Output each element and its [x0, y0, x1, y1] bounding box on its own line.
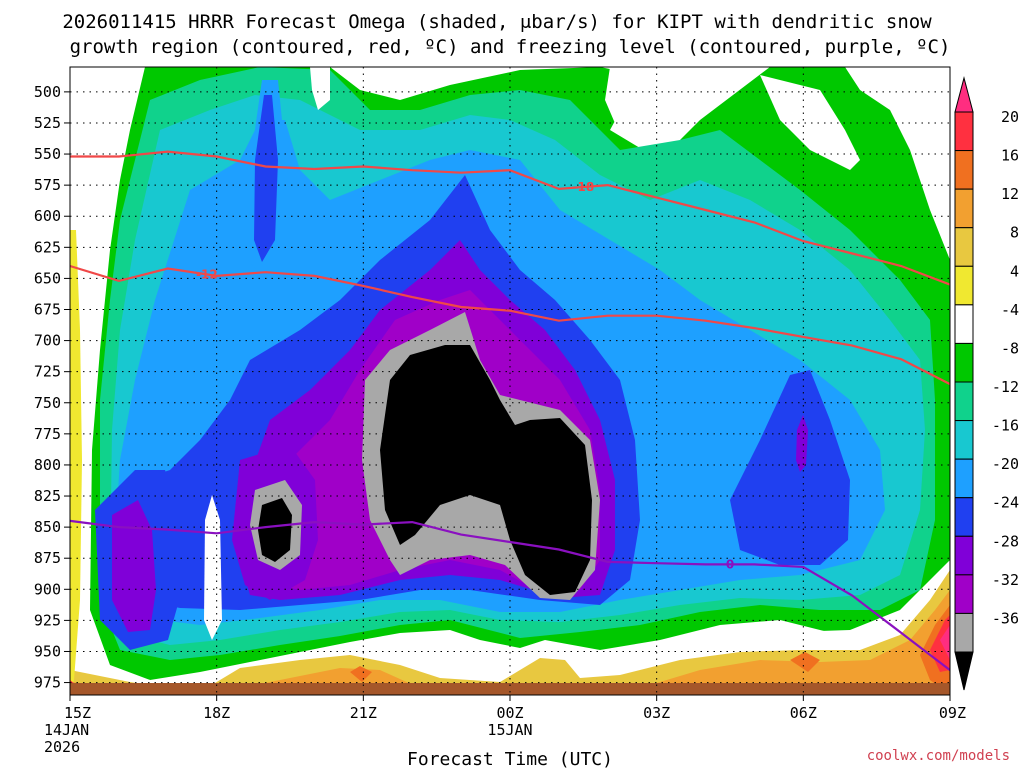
y-tick-label: 700 — [34, 332, 61, 350]
contour-label: -18 — [572, 180, 594, 194]
terrain-ground-band — [70, 683, 950, 695]
shade-black-19z — [258, 498, 292, 562]
y-tick-label: 725 — [34, 363, 61, 381]
y-tick-label: 775 — [34, 425, 61, 443]
y-tick-label: 650 — [34, 269, 61, 287]
colorbar-segment — [954, 111, 974, 152]
contour-line-minus18 — [70, 150, 950, 286]
y-tick-label: 800 — [34, 456, 61, 474]
shade-deepblue-19z — [254, 95, 278, 262]
y-tick-label: 750 — [34, 394, 61, 412]
contour-label: 0 — [726, 557, 734, 571]
colorbar-top-triangle — [954, 76, 974, 113]
shade-white-aloft-1 — [605, 67, 660, 140]
x-tick-label: 21Z — [350, 704, 377, 722]
shade-purple-06z — [796, 415, 808, 472]
y-tick-label: 950 — [34, 642, 61, 660]
colorbar-tick-label: -28 — [992, 532, 1019, 550]
shade-yellow-low — [70, 570, 950, 695]
dotted-gridlines — [70, 67, 950, 695]
colorbar-tick-label: -16 — [992, 417, 1019, 435]
colorbar-segment — [954, 420, 974, 460]
y-tick-label: 875 — [34, 549, 61, 567]
colorbar-segment — [954, 227, 974, 267]
colorbar-segment — [954, 265, 974, 306]
colorbar-tick-label: 4 — [1010, 262, 1019, 280]
shade-white-18z — [204, 495, 222, 640]
shade-black — [380, 345, 592, 595]
y-tick-label: 675 — [34, 300, 61, 318]
y-tick-label: 575 — [34, 176, 61, 194]
y-tick-label: 600 — [34, 207, 61, 225]
shade-white-aloft-3 — [310, 67, 330, 110]
plot-area: -18 -12 0 — [70, 67, 950, 695]
y-tick-label: 625 — [34, 238, 61, 256]
colorbar-tick-label: -12 — [992, 378, 1019, 396]
colorbar-segment — [954, 497, 974, 537]
colorbar-segment — [954, 574, 974, 614]
shade-white-aloft-2 — [760, 75, 860, 170]
x-axis-label: Forecast Time (UTC) — [407, 749, 613, 768]
colorbar-segment — [954, 381, 974, 422]
colorbar-tick-label: 16 — [1001, 147, 1019, 165]
shade-orange-low — [70, 590, 950, 695]
x-tick-label: 03Z — [643, 704, 670, 722]
x-tick-year: 2026 — [44, 738, 80, 756]
credit-text[interactable]: coolwx.com/models — [867, 748, 1010, 764]
colorbar-segment — [954, 612, 974, 653]
colorbar-bottom-triangle — [954, 651, 974, 691]
colorbar-tick-label: -8 — [1001, 339, 1019, 357]
contour-line-minus12 — [70, 264, 950, 386]
colorbar-tick-label: -32 — [992, 571, 1019, 589]
contour-line-0 — [70, 519, 950, 671]
pressure-axis: 500 525 550 575 600 625 650 675 700 725 750 775 800 8… — [34, 83, 70, 692]
x-tick-label: 18Z — [203, 704, 230, 722]
colorbar-segment — [954, 458, 974, 499]
shade-yellow-left — [70, 230, 82, 690]
colorbar-tick-label: 8 — [1010, 224, 1019, 242]
y-tick-label: 900 — [34, 580, 61, 598]
colorbar-tick-label: 12 — [1001, 185, 1019, 203]
y-tick-label: 850 — [34, 518, 61, 536]
x-tick-label: 09Z — [939, 704, 966, 722]
y-tick-label: 500 — [34, 83, 61, 101]
y-tick-label: 525 — [34, 114, 61, 132]
contour-label: -12 — [196, 267, 218, 281]
x-tick-date: 15JAN — [487, 721, 532, 739]
y-tick-label: 925 — [34, 611, 61, 629]
shade-deepblue-06z — [730, 370, 850, 565]
y-tick-label: 975 — [34, 674, 61, 692]
temperature-contours: -18 -12 0 — [70, 150, 950, 671]
chart-title-line-2: growth region (contoured, red, ºC) and f… — [70, 36, 951, 58]
colorbar-segment — [954, 535, 974, 576]
colorbar-tick-label: -20 — [992, 455, 1019, 473]
colorbar-tick-label: -36 — [992, 609, 1019, 627]
colorbar-tick-label: -4 — [1001, 301, 1019, 319]
colorbar-tick-label: -24 — [992, 494, 1019, 512]
chart-title-line-1: 2026011415 HRRR Forecast Omega (shaded, … — [62, 11, 932, 33]
colorbar-segment — [954, 342, 974, 383]
colorbar-segment — [954, 188, 974, 229]
x-tick-label: 06Z — [790, 704, 817, 722]
colorbar-segment — [954, 304, 974, 344]
x-tick-label: 15Z — [64, 704, 91, 722]
colorbar-segment — [954, 150, 974, 190]
y-tick-label: 550 — [34, 145, 61, 163]
x-tick-label: 00Z — [496, 704, 523, 722]
x-tick-date: 14JAN — [44, 721, 89, 739]
colorbar-tick-label: 20 — [1001, 108, 1019, 126]
colorbar: 20 16 12 8 4 -4 -8 -12 -16 -20 -24 -28 -32 -36 — [954, 76, 1019, 691]
shade-purple-16z — [112, 500, 156, 632]
y-tick-label: 825 — [34, 487, 61, 505]
